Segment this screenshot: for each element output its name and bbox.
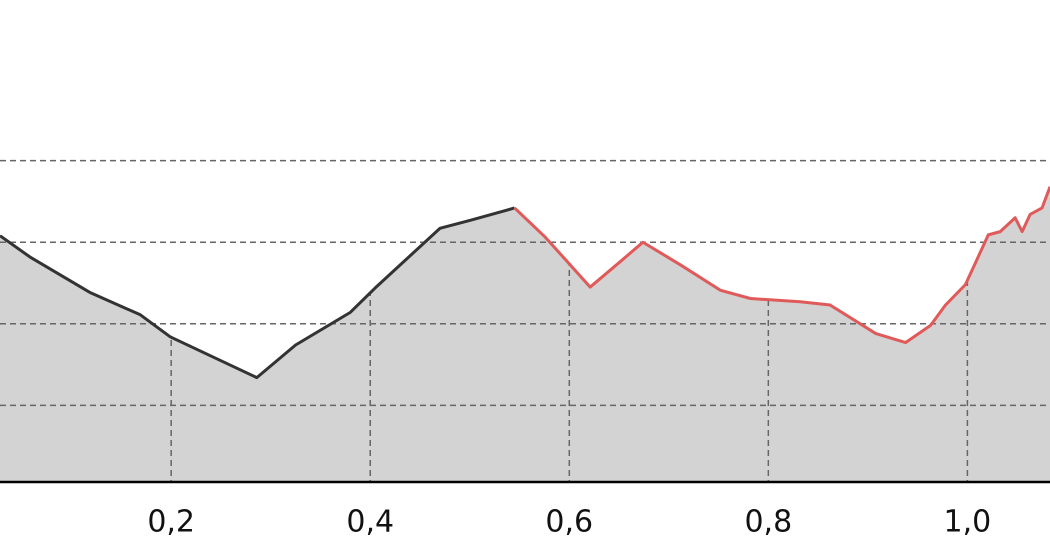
line [0, 206, 515, 380]
x-tick-label: 1,0 [944, 505, 992, 540]
x-tick-label: 0,8 [744, 505, 792, 540]
area [0, 207, 515, 482]
x-tick-label: 0,4 [346, 505, 394, 540]
area [514, 186, 1050, 482]
line [513, 186, 1050, 345]
x-tick-label: 0,6 [545, 505, 593, 540]
x-tick-label: 0,2 [147, 505, 195, 540]
